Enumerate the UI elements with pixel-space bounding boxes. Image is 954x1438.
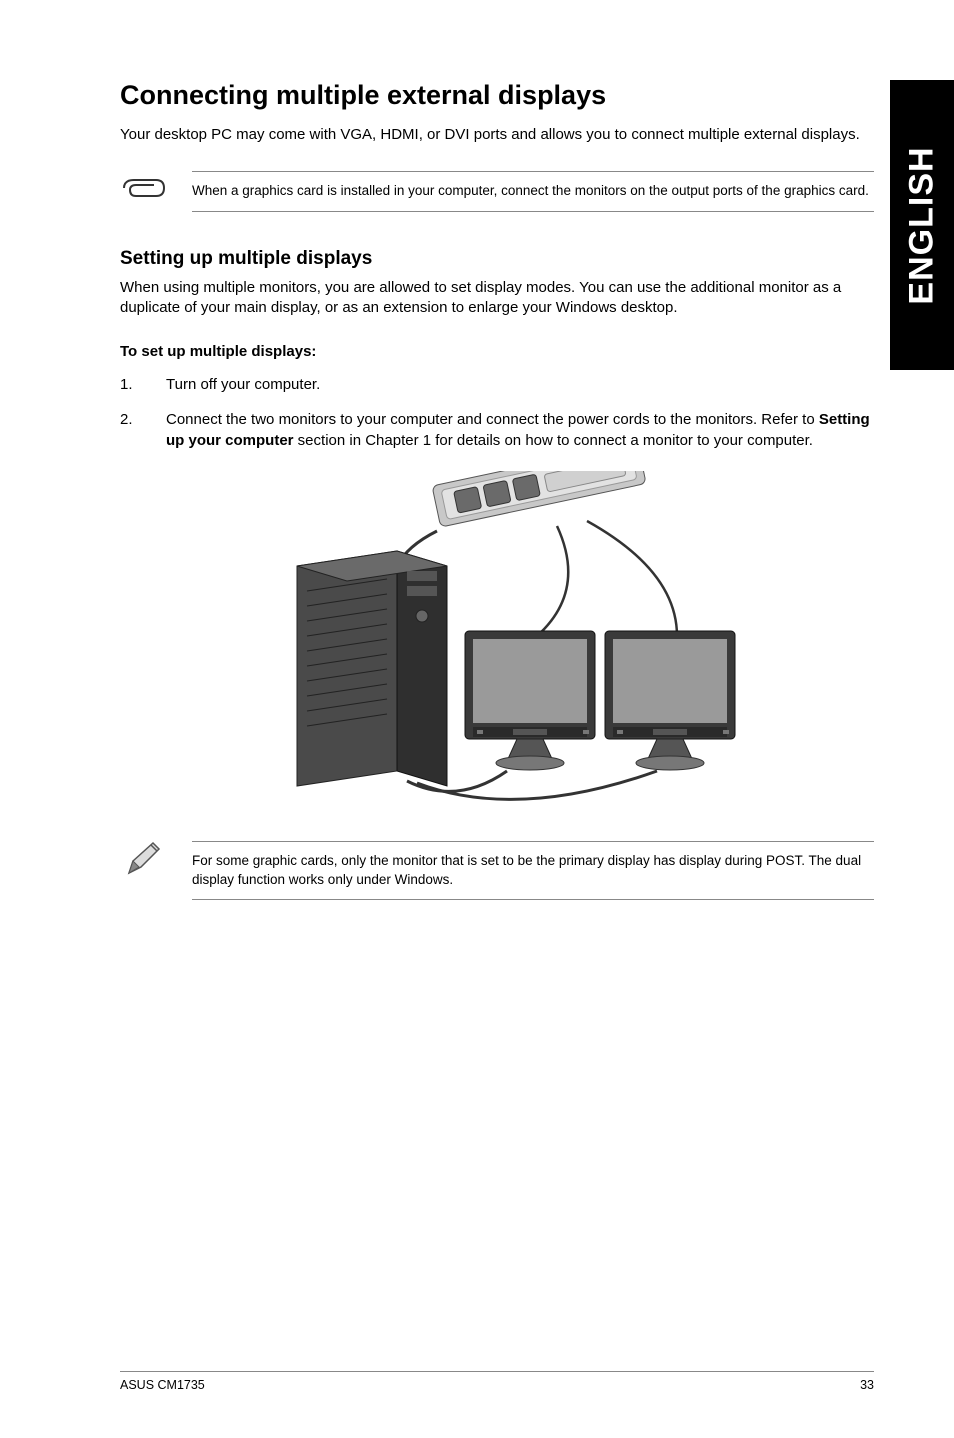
step-item: 2. Connect the two monitors to your comp… — [120, 409, 874, 451]
connection-diagram — [257, 471, 737, 811]
footer-product: ASUS CM1735 — [120, 1378, 205, 1392]
note-text: When a graphics card is installed in you… — [192, 182, 874, 201]
footer-page-number: 33 — [860, 1378, 874, 1392]
note-graphics-card: When a graphics card is installed in you… — [120, 171, 874, 212]
steps-list: 1. Turn off your computer. 2. Connect th… — [120, 374, 874, 451]
paperclip-icon — [120, 171, 166, 207]
pencil-icon — [120, 841, 166, 877]
section-heading: Setting up multiple displays — [120, 248, 874, 270]
step-text: Turn off your computer. — [166, 374, 874, 395]
step-text-post: section in Chapter 1 for details on how … — [294, 432, 813, 449]
page-title: Connecting multiple external displays — [120, 80, 874, 111]
note-text-container: When a graphics card is installed in you… — [192, 171, 874, 212]
page-footer: ASUS CM1735 33 — [120, 1371, 874, 1392]
section-paragraph: When using multiple monitors, you are al… — [120, 278, 874, 319]
note-text: For some graphic cards, only the monitor… — [192, 852, 874, 890]
step-item: 1. Turn off your computer. — [120, 374, 874, 395]
step-number: 2. — [120, 409, 140, 451]
step-number: 1. — [120, 374, 140, 395]
intro-paragraph: Your desktop PC may come with VGA, HDMI,… — [120, 125, 874, 145]
step-text-pre: Connect the two monitors to your compute… — [166, 411, 819, 428]
step-text: Connect the two monitors to your compute… — [166, 409, 874, 451]
steps-heading: To set up multiple displays: — [120, 343, 874, 360]
page-body: Connecting multiple external displays Yo… — [0, 0, 954, 900]
note-text-container: For some graphic cards, only the monitor… — [192, 841, 874, 901]
note-primary-display: For some graphic cards, only the monitor… — [120, 841, 874, 901]
